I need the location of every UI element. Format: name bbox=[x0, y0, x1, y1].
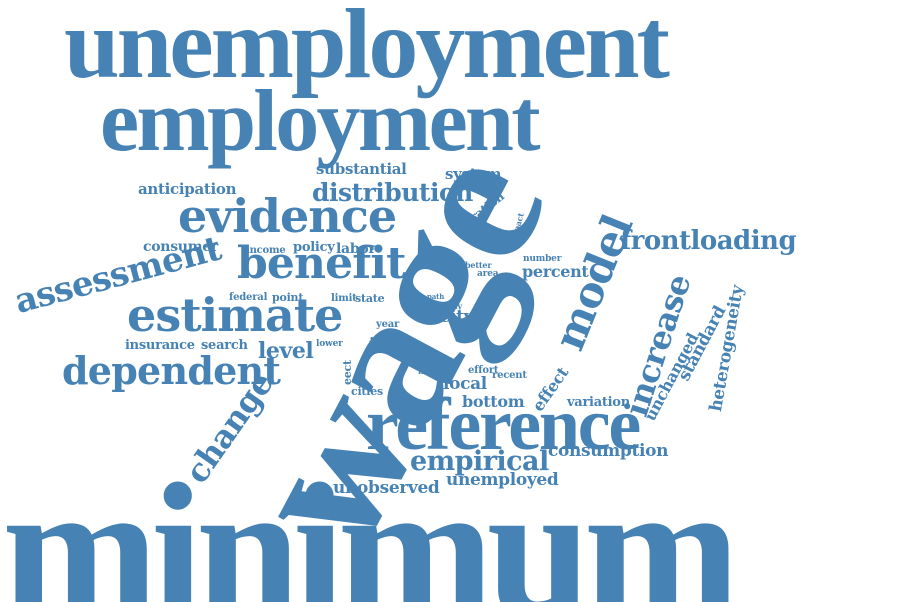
word-point: point bbox=[272, 291, 304, 304]
word-distribution: distribution bbox=[312, 178, 473, 207]
word-year: year bbox=[376, 319, 400, 330]
word-number: number bbox=[523, 254, 562, 264]
word-time: time bbox=[455, 325, 480, 336]
word-consumer: consumer bbox=[143, 239, 218, 255]
word-anticipation: anticipation bbox=[138, 180, 237, 198]
word-benefit: benefit bbox=[237, 238, 406, 289]
word-variation: variation bbox=[567, 395, 630, 410]
word-recent: recent bbox=[492, 370, 527, 381]
word-firm: firm bbox=[417, 355, 438, 365]
word-evidence: evidence bbox=[178, 189, 397, 243]
word-local: local bbox=[443, 374, 487, 394]
word-unemployment: unemployment bbox=[64, 0, 670, 99]
word-percent: percent bbox=[522, 262, 589, 281]
word-area: area bbox=[477, 269, 499, 279]
word-income: income bbox=[246, 245, 286, 256]
word-better: better bbox=[465, 260, 492, 270]
word-limit: limit bbox=[331, 293, 357, 304]
word-frontloading: frontloading bbox=[620, 226, 797, 256]
word-search: search bbox=[201, 338, 248, 353]
word-bottom: bottom bbox=[462, 392, 525, 411]
word-empirical: empirical bbox=[410, 446, 549, 477]
word-unobserved: unobserved bbox=[333, 478, 440, 498]
word-consumption: consumption bbox=[548, 441, 669, 461]
word-dependent: dependent bbox=[62, 348, 281, 393]
word-lower: lower bbox=[316, 339, 343, 349]
word-federal: federal bbox=[229, 292, 268, 303]
word-employment: employment bbox=[100, 73, 541, 170]
word-hard: hard bbox=[418, 366, 439, 376]
word-pay: pay bbox=[447, 301, 462, 311]
word-eect: eect bbox=[341, 360, 354, 385]
word-effort: effort bbox=[468, 365, 499, 376]
word-job: job bbox=[369, 334, 396, 353]
word-insurance: insurance bbox=[125, 338, 195, 353]
word-reference: reference bbox=[366, 384, 641, 466]
word-loss: loss bbox=[395, 332, 408, 339]
word-unemployed: unemployed bbox=[446, 470, 559, 490]
word-minimum: minimum bbox=[2, 444, 740, 602]
word-cities: cities bbox=[351, 385, 384, 398]
word-substantial: substantial bbox=[316, 160, 407, 178]
word-labor: labor bbox=[336, 241, 376, 257]
word-path: path bbox=[427, 292, 445, 301]
word-estimate: estimate bbox=[127, 288, 343, 342]
word-system: system bbox=[445, 165, 502, 183]
word-level: level bbox=[258, 338, 314, 364]
word-state: state bbox=[355, 292, 385, 305]
word-policy: policy bbox=[293, 240, 335, 255]
word-city: city bbox=[440, 307, 474, 327]
